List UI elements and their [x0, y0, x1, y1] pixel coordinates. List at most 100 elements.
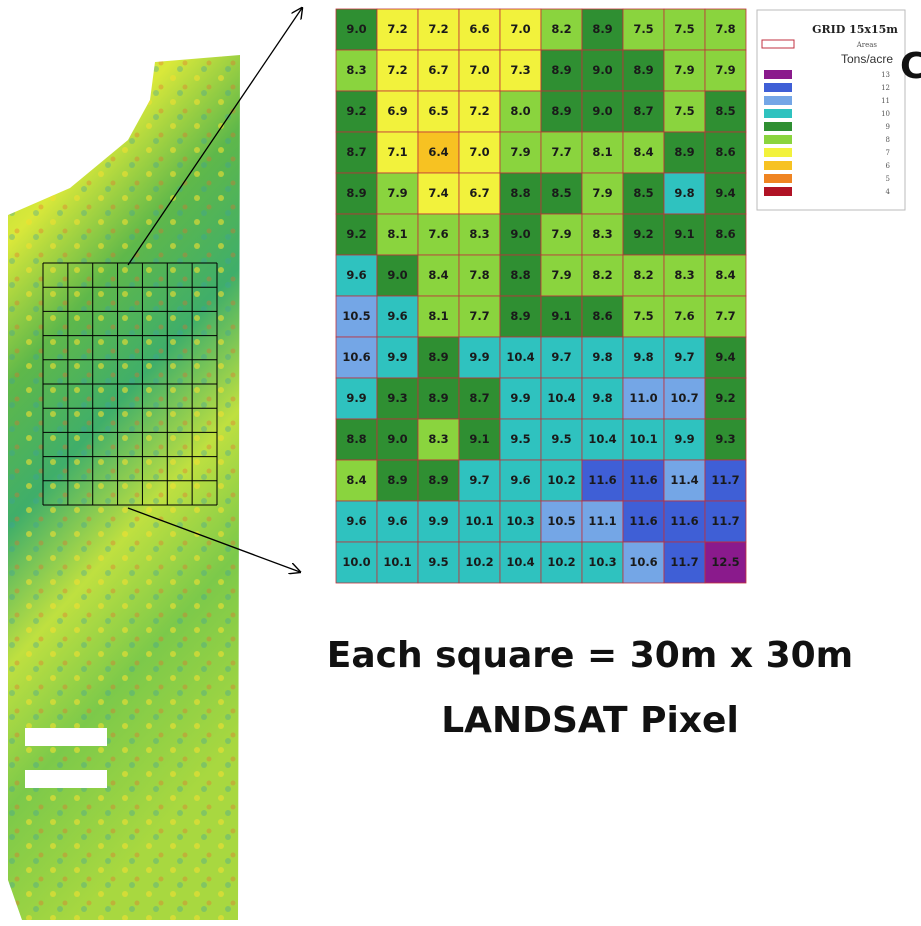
cell-value: 10.7	[670, 391, 698, 405]
cell-value: 9.2	[715, 391, 735, 405]
cell-value: 8.9	[633, 63, 653, 77]
caption-line: LANDSAT Pixel	[441, 700, 739, 741]
cell-value: 10.3	[506, 514, 534, 528]
cell-value: 8.9	[510, 309, 530, 323]
cell-value: 8.3	[346, 63, 366, 77]
cell-value: 9.1	[469, 432, 489, 446]
cell-value: 10.4	[547, 391, 575, 405]
cell-value: 7.9	[387, 186, 407, 200]
cell-value: 9.3	[715, 432, 735, 446]
cell-value: 10.6	[342, 350, 370, 364]
cell-value: 9.9	[428, 514, 448, 528]
cell-value: 7.9	[551, 227, 571, 241]
cell-value: 9.4	[715, 186, 735, 200]
cell-value: 10.5	[547, 514, 575, 528]
cell-value: 10.4	[506, 350, 534, 364]
cell-value: 8.3	[674, 268, 694, 282]
cell-value: 7.4	[428, 186, 448, 200]
cell-value: 7.7	[715, 309, 735, 323]
legend-swatch	[764, 135, 792, 144]
cell-value: 7.2	[387, 63, 407, 77]
slide: 9.0 7.2 7.2 6.6 7.0 8.2 8.9 7.5 7.5 7.8 8.3 7.2 6.7 7…	[0, 0, 921, 921]
cell-value: 10.0	[342, 555, 370, 569]
legend-label: 6	[886, 162, 891, 170]
cell-value: 7.7	[469, 309, 489, 323]
field-gap	[25, 728, 107, 746]
cell-value: 6.6	[469, 22, 489, 36]
legend-swatch	[764, 187, 792, 196]
cell-value: 10.1	[629, 432, 657, 446]
cell-value: 9.7	[551, 350, 571, 364]
legend-label: 4	[886, 188, 891, 196]
cell-value: 7.0	[469, 63, 489, 77]
cell-value: 9.5	[428, 555, 448, 569]
cell-value: 7.9	[551, 268, 571, 282]
cell-value: 9.0	[387, 268, 407, 282]
cell-value: 8.2	[551, 22, 571, 36]
cell-value: 9.7	[674, 350, 694, 364]
legend-label: 8	[886, 136, 890, 144]
cell-value: 8.5	[551, 186, 571, 200]
cell-value: 9.9	[674, 432, 694, 446]
cell-value: 9.7	[469, 473, 489, 487]
cell-value: 9.9	[469, 350, 489, 364]
cell-value: 8.7	[469, 391, 489, 405]
cell-value: 9.5	[551, 432, 571, 446]
cell-value: 7.2	[469, 104, 489, 118]
cell-value: 11.0	[629, 391, 657, 405]
cell-value: 6.9	[387, 104, 407, 118]
legend-swatch	[764, 174, 792, 183]
cell-value: 7.6	[674, 309, 694, 323]
cell-value: 9.0	[346, 22, 366, 36]
cell-value: 8.4	[346, 473, 366, 487]
cell-value: 8.9	[551, 104, 571, 118]
cell-value: 11.7	[711, 514, 739, 528]
cell-value: 6.7	[428, 63, 448, 77]
cell-value: 7.0	[510, 22, 530, 36]
cell-value: 8.9	[592, 22, 612, 36]
cell-value: 8.9	[551, 63, 571, 77]
cell-value: 9.0	[592, 104, 612, 118]
cell-value: 10.4	[588, 432, 616, 446]
field-map	[8, 55, 240, 920]
field-gap	[25, 770, 107, 788]
cell-value: 8.3	[592, 227, 612, 241]
cell-value: 8.2	[633, 268, 653, 282]
cell-value: 7.5	[633, 22, 653, 36]
cell-value: 8.8	[510, 268, 530, 282]
cell-value: 8.6	[715, 145, 735, 159]
legend-label: 13	[881, 71, 890, 79]
cell-value: 7.9	[674, 63, 694, 77]
cell-value: 9.2	[346, 104, 366, 118]
cell-value: 8.2	[592, 268, 612, 282]
cell-value: 11.6	[629, 514, 657, 528]
cell-value: 8.4	[428, 268, 448, 282]
cell-value: 9.0	[387, 432, 407, 446]
legend-label: 5	[886, 175, 890, 183]
legend-label: 10	[881, 110, 890, 118]
cell-value: 9.8	[633, 350, 653, 364]
cell-value: 7.8	[715, 22, 735, 36]
cell-value: 12.5	[711, 555, 739, 569]
cell-value: 9.0	[592, 63, 612, 77]
cell-value: 8.1	[592, 145, 612, 159]
cell-value: 7.5	[674, 22, 694, 36]
legend-swatch	[764, 109, 792, 118]
cell-value: 6.4	[428, 145, 448, 159]
cell-value: 10.1	[465, 514, 493, 528]
cell-value: 8.9	[428, 350, 448, 364]
cell-value: 9.8	[592, 391, 612, 405]
cell-value: 8.5	[715, 104, 735, 118]
cell-value: 9.3	[387, 391, 407, 405]
cell-value: 11.7	[670, 555, 698, 569]
cell-value: 8.9	[428, 391, 448, 405]
page: {"grid_map": { "rows": [ ["9.0","7.2","7…	[0, 0, 921, 921]
cell-value: 9.6	[346, 514, 366, 528]
legend-swatch	[764, 70, 792, 79]
cell-value: 7.2	[387, 22, 407, 36]
caption-line: Each square = 30m x 30m	[327, 635, 853, 676]
cell-value: 9.2	[633, 227, 653, 241]
cell-value: 8.9	[387, 473, 407, 487]
cell-value: 10.3	[588, 555, 616, 569]
cell-value: 7.5	[674, 104, 694, 118]
